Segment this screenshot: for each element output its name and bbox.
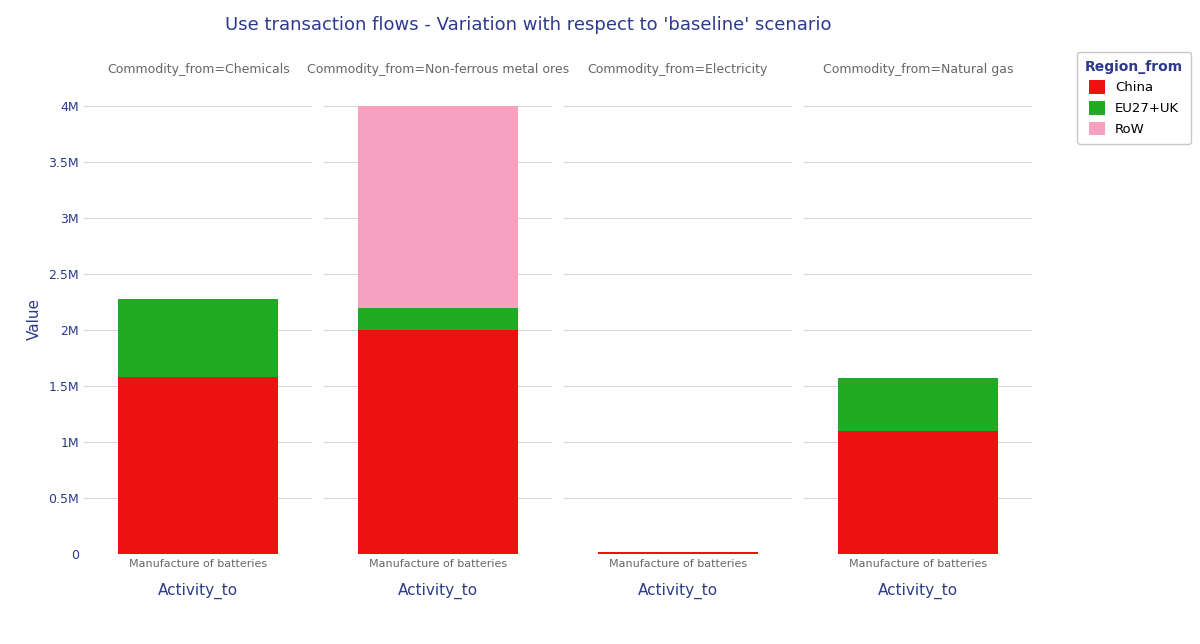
X-axis label: Activity_to: Activity_to	[158, 583, 239, 599]
Bar	[358, 308, 518, 330]
Text: Use transaction flows - Variation with respect to 'baseline' scenario: Use transaction flows - Variation with r…	[224, 16, 832, 34]
Bar	[119, 299, 278, 377]
X-axis label: Activity_to: Activity_to	[638, 583, 718, 599]
Bar	[358, 330, 518, 554]
X-axis label: Activity_to: Activity_to	[877, 583, 958, 599]
X-axis label: Activity_to: Activity_to	[398, 583, 478, 599]
Bar	[838, 431, 997, 554]
Y-axis label: Value: Value	[26, 298, 42, 340]
Bar	[838, 378, 997, 431]
Title: Commodity_from=Non-ferrous metal ores: Commodity_from=Non-ferrous metal ores	[307, 62, 569, 75]
Legend: China, EU27+UK, RoW: China, EU27+UK, RoW	[1078, 52, 1192, 144]
Title: Commodity_from=Natural gas: Commodity_from=Natural gas	[822, 62, 1013, 75]
Bar	[119, 377, 278, 554]
Title: Commodity_from=Electricity: Commodity_from=Electricity	[588, 62, 768, 75]
Title: Commodity_from=Chemicals: Commodity_from=Chemicals	[107, 62, 289, 75]
Bar	[358, 106, 518, 308]
Bar	[598, 552, 758, 554]
